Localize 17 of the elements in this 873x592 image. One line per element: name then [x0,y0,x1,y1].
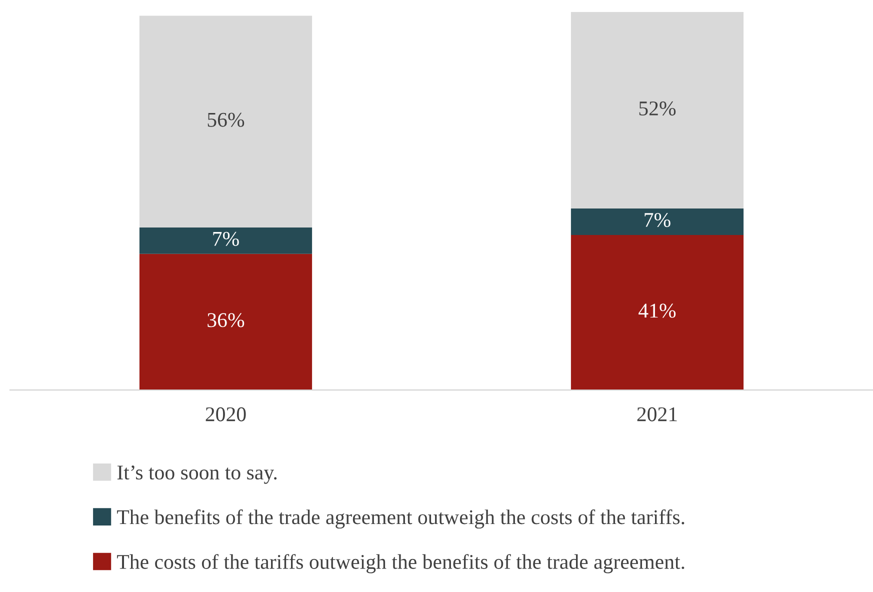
bar [570,208,744,236]
data-label: 41% [638,304,676,318]
x-tick-label: 2020 [206,407,246,422]
bar [570,12,744,209]
legend-label: The costs of the tariffs outweigh the benefits of the trade agreement. [117,554,684,574]
bar [139,254,312,390]
data-label: 7% [213,232,239,246]
data-label: 36% [208,313,244,328]
data-label: 7% [644,212,670,228]
data-label: 56% [208,112,244,127]
bar [570,235,744,390]
legend-label: It’s too soon to say. [117,465,277,484]
data-label: 52% [639,101,676,116]
legend-label: The benefits of the trade agreement outweigh the costs of the tariffs. [117,509,684,529]
bar [139,227,312,254]
bar [139,16,312,228]
x-tick-label: 2021 [637,407,677,422]
